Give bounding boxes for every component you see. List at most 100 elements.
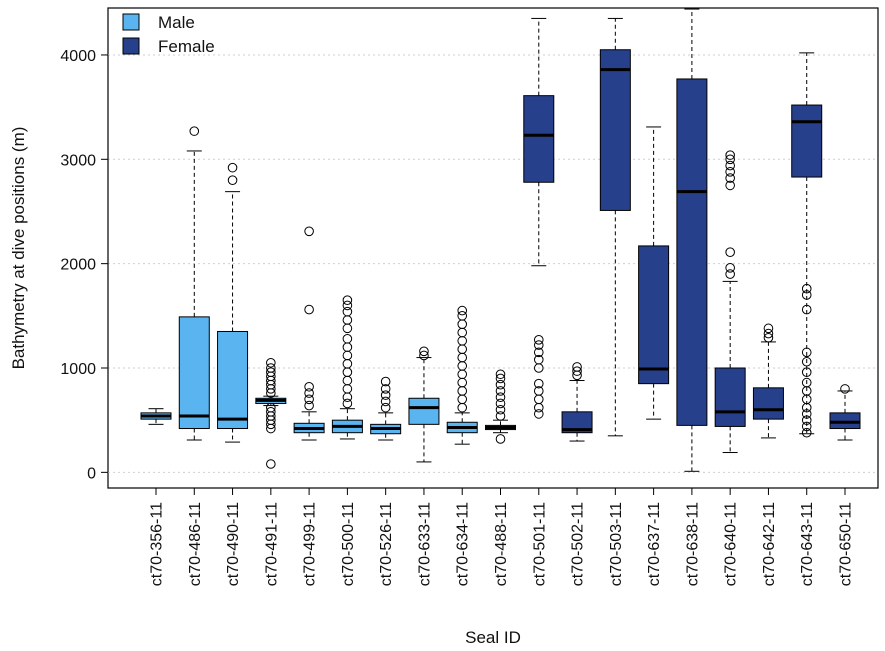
- outlier-point: [380, 376, 391, 387]
- box-group: [752, 323, 784, 439]
- x-axis-title: Seal ID: [465, 628, 521, 647]
- y-axis: 0 1000 2000 3000 4000: [60, 48, 109, 482]
- outlier-point: [495, 434, 506, 444]
- outlier-point: [457, 369, 468, 380]
- outlier-point: [457, 336, 468, 346]
- outlier-point: [801, 409, 812, 419]
- outlier-point: [725, 180, 735, 191]
- box-group: [485, 369, 516, 444]
- box: [791, 104, 823, 178]
- outlier-point: [304, 304, 314, 315]
- outlier-point: [533, 347, 544, 358]
- box-group: [599, 17, 631, 437]
- outlier-point: [457, 327, 468, 338]
- box-group: [140, 408, 172, 425]
- outlier-point: [380, 390, 391, 400]
- outlier-point: [342, 350, 353, 361]
- legend: Male Female: [122, 13, 215, 56]
- outlier-point: [801, 290, 812, 300]
- outlier-point: [725, 247, 735, 257]
- outlier-point: [457, 344, 468, 355]
- x-tick-label: ct70-500-11: [340, 502, 357, 586]
- outlier-point: [342, 398, 353, 409]
- outlier-point: [266, 367, 276, 377]
- box: [599, 49, 631, 211]
- box-group: [293, 226, 325, 441]
- outlier-point: [304, 388, 314, 398]
- outlier-point: [801, 283, 812, 294]
- outlier-point: [801, 415, 812, 425]
- outlier-point: [725, 263, 735, 273]
- x-tick-label: ct70-486-11: [187, 502, 204, 586]
- outlier-point: [801, 347, 812, 358]
- box: [561, 411, 593, 434]
- outlier-point: [342, 323, 353, 334]
- outlier-point: [304, 400, 314, 411]
- box-group: [217, 162, 249, 443]
- box: [178, 316, 210, 430]
- outlier-point: [342, 375, 353, 386]
- box: [523, 95, 555, 183]
- box-group: [561, 362, 593, 442]
- outlier-point: [457, 352, 468, 363]
- outlier-point: [763, 323, 774, 334]
- outlier-point: [725, 154, 735, 165]
- box: [676, 78, 708, 426]
- outlier-point: [266, 402, 276, 413]
- box: [217, 330, 249, 430]
- outlier-point: [801, 367, 812, 377]
- x-tick-label: ct70-502-11: [570, 502, 587, 586]
- outlier-point: [304, 226, 314, 237]
- x-tick-label: ct70-650-11: [838, 502, 855, 586]
- outlier-point: [801, 304, 812, 315]
- outlier-point: [533, 354, 544, 365]
- box: [752, 387, 784, 420]
- x-tick-label: ct70-491-11: [263, 502, 280, 586]
- box-group: [676, 8, 708, 472]
- outlier-point: [533, 340, 544, 350]
- outlier-point: [342, 367, 353, 377]
- outlier-point: [533, 335, 544, 345]
- outlier-point: [342, 306, 353, 317]
- outlier-point: [495, 404, 506, 415]
- outlier-point: [342, 315, 353, 325]
- outlier-point: [457, 311, 468, 321]
- outlier-point: [572, 362, 582, 372]
- outlier-point: [266, 357, 276, 368]
- outlier-point: [266, 459, 276, 469]
- box-group: [408, 346, 440, 463]
- x-tick-label: ct70-503-11: [608, 502, 625, 586]
- outlier-point: [495, 392, 506, 403]
- x-tick-label: ct70-642-11: [761, 502, 778, 586]
- x-axis: ct70-356-11 ct70-486-11 ct70-490-11 ct70-49…: [149, 487, 855, 586]
- outlier-point: [495, 398, 506, 409]
- legend-swatch: [122, 37, 140, 55]
- outlier-point: [533, 402, 544, 413]
- box-group: [331, 295, 363, 440]
- box-group: [829, 384, 861, 441]
- outlier-point: [801, 356, 812, 367]
- boxes: [140, 8, 861, 472]
- x-tick-label: ct70-634-11: [455, 502, 472, 586]
- box-group: [178, 126, 210, 441]
- outlier-point: [725, 269, 735, 279]
- outlier-point: [457, 394, 468, 405]
- box-group: [370, 376, 402, 441]
- x-tick-label: ct70-637-11: [646, 502, 663, 586]
- outlier-point: [495, 373, 506, 384]
- x-tick-label: ct70-499-11: [302, 502, 319, 586]
- y-tick-label: 2000: [60, 257, 96, 274]
- box: [408, 397, 440, 425]
- outlier-point: [457, 386, 468, 396]
- outlier-point: [266, 407, 276, 417]
- outlier-point: [495, 386, 506, 396]
- outlier-point: [342, 342, 353, 352]
- box-group: [714, 150, 746, 454]
- outlier-point: [304, 394, 314, 405]
- legend-label: Female: [158, 37, 215, 56]
- outlier-point: [840, 384, 850, 394]
- outlier-point: [801, 377, 812, 388]
- outlier-point: [533, 409, 544, 419]
